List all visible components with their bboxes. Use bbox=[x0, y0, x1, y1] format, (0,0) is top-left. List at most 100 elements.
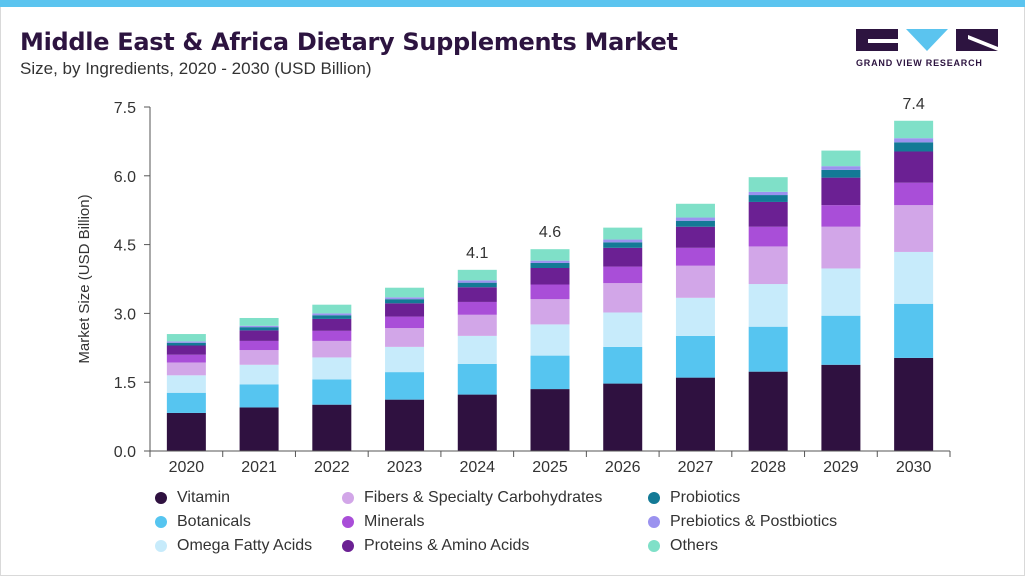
bar-segment-probiotics-2020 bbox=[166, 342, 206, 346]
bar-segment-proteins-amino-acids-2026 bbox=[603, 247, 643, 267]
legend-item-proteins-amino-acids: Proteins & Amino Acids bbox=[342, 537, 529, 555]
legend-item-botanicals: Botanicals bbox=[155, 513, 251, 531]
accent-bar bbox=[0, 0, 1025, 7]
chart-title: Middle East & Africa Dietary Supplements… bbox=[20, 28, 678, 56]
bar-segment-omega-fatty-acids-2021 bbox=[239, 364, 279, 385]
legend-label: Minerals bbox=[364, 513, 425, 530]
bar-segment-fibers-specialty-carbohydrates-2029 bbox=[821, 226, 861, 269]
bar-segment-vitamin-2028 bbox=[748, 371, 788, 451]
bar-segment-omega-fatty-acids-2026 bbox=[603, 312, 643, 347]
bar-segment-vitamin-2025 bbox=[530, 389, 570, 451]
bar-segment-others-2027 bbox=[675, 203, 715, 218]
bar-segment-fibers-specialty-carbohydrates-2028 bbox=[748, 246, 788, 285]
bar-segment-others-2024 bbox=[457, 269, 497, 281]
legend-swatch bbox=[155, 492, 167, 504]
brand-name: GRAND VIEW RESEARCH bbox=[856, 58, 983, 68]
bar-segment-minerals-2021 bbox=[239, 340, 279, 351]
bar-segment-proteins-amino-acids-2025 bbox=[530, 267, 570, 285]
bar-segment-others-2022 bbox=[312, 304, 352, 314]
bar-segment-probiotics-2027 bbox=[675, 220, 715, 227]
bar-segment-omega-fatty-acids-2030 bbox=[894, 251, 934, 304]
chart-subtitle: Size, by Ingredients, 2020 - 2030 (USD B… bbox=[20, 59, 372, 78]
bar-segment-prebiotics-postbiotics-2023 bbox=[385, 297, 425, 300]
bar-segment-prebiotics-postbiotics-2025 bbox=[530, 260, 570, 263]
bar-segment-others-2028 bbox=[748, 177, 788, 192]
bar-segment-botanicals-2023 bbox=[385, 372, 425, 400]
bar-segment-fibers-specialty-carbohydrates-2022 bbox=[312, 340, 352, 358]
legend-item-fibers-specialty-carbohydrates: Fibers & Specialty Carbohydrates bbox=[342, 489, 602, 507]
legend-label: Botanicals bbox=[177, 513, 251, 530]
bar-segment-prebiotics-postbiotics-2027 bbox=[675, 217, 715, 221]
bar-segment-others-2030 bbox=[894, 120, 934, 139]
bar-segment-minerals-2020 bbox=[166, 354, 206, 363]
bar-segment-minerals-2026 bbox=[603, 266, 643, 284]
legend-item-prebiotics-postbiotics: Prebiotics & Postbiotics bbox=[648, 513, 837, 531]
y-axis-title: Market Size (USD Billion) bbox=[76, 194, 93, 363]
y-tick-label: 3.0 bbox=[114, 306, 136, 323]
bar-segment-proteins-amino-acids-2021 bbox=[239, 330, 279, 341]
bar-segment-botanicals-2026 bbox=[603, 346, 643, 384]
bar-segment-botanicals-2025 bbox=[530, 355, 570, 390]
bar-segment-vitamin-2024 bbox=[457, 394, 497, 451]
bar-segment-prebiotics-postbiotics-2028 bbox=[748, 191, 788, 196]
bar-segment-fibers-specialty-carbohydrates-2030 bbox=[894, 205, 934, 252]
bar-segment-proteins-amino-acids-2022 bbox=[312, 318, 352, 331]
bar-segment-probiotics-2028 bbox=[748, 195, 788, 202]
bar-segment-probiotics-2023 bbox=[385, 299, 425, 304]
bar-segment-botanicals-2027 bbox=[675, 335, 715, 378]
bar-segment-probiotics-2025 bbox=[530, 262, 570, 268]
legend-label: Proteins & Amino Acids bbox=[364, 537, 530, 554]
bar-total-label: 4.6 bbox=[539, 224, 561, 241]
x-tick-label: 2024 bbox=[459, 459, 495, 476]
bar-segment-proteins-amino-acids-2028 bbox=[748, 201, 788, 227]
bar-segment-omega-fatty-acids-2023 bbox=[385, 346, 425, 373]
bar-segment-proteins-amino-acids-2030 bbox=[894, 151, 934, 183]
bar-segment-botanicals-2028 bbox=[748, 326, 788, 372]
bar-segment-proteins-amino-acids-2027 bbox=[675, 226, 715, 248]
bar-segment-minerals-2029 bbox=[821, 205, 861, 227]
bar-segment-vitamin-2020 bbox=[166, 412, 206, 451]
legend-item-probiotics: Probiotics bbox=[648, 489, 740, 507]
bar-segment-omega-fatty-acids-2027 bbox=[675, 297, 715, 336]
x-tick-label: 2030 bbox=[896, 459, 932, 476]
bar-segment-others-2025 bbox=[530, 249, 570, 261]
bar-segment-minerals-2024 bbox=[457, 301, 497, 315]
bar-segment-fibers-specialty-carbohydrates-2027 bbox=[675, 265, 715, 298]
bar-segment-botanicals-2021 bbox=[239, 384, 279, 408]
bar-segment-others-2029 bbox=[821, 150, 861, 167]
bar-segment-omega-fatty-acids-2025 bbox=[530, 324, 570, 356]
bar-segment-minerals-2025 bbox=[530, 284, 570, 300]
bar-segment-prebiotics-postbiotics-2021 bbox=[239, 325, 279, 328]
x-tick-label: 2025 bbox=[532, 459, 568, 476]
bar-segment-proteins-amino-acids-2023 bbox=[385, 303, 425, 317]
bar-segment-fibers-specialty-carbohydrates-2026 bbox=[603, 283, 643, 313]
bar-segment-prebiotics-postbiotics-2022 bbox=[312, 313, 352, 316]
bar-total-labels: 4.1 4.6 7.4 bbox=[466, 96, 925, 262]
legend-label: Prebiotics & Postbiotics bbox=[670, 513, 838, 530]
legend-label: Probiotics bbox=[670, 489, 741, 506]
legend-swatch bbox=[155, 540, 167, 552]
bar-segment-proteins-amino-acids-2020 bbox=[166, 345, 206, 355]
bar-segment-prebiotics-postbiotics-2026 bbox=[603, 239, 643, 243]
bar-segment-omega-fatty-acids-2029 bbox=[821, 268, 861, 316]
grand-view-research-logo bbox=[856, 29, 998, 51]
legend-swatch bbox=[342, 540, 354, 552]
x-tick-label: 2022 bbox=[314, 459, 350, 476]
y-tick-label: 1.5 bbox=[114, 375, 136, 392]
bar-segment-prebiotics-postbiotics-2020 bbox=[166, 341, 206, 343]
x-tick-label: 2028 bbox=[750, 459, 786, 476]
bar-segment-minerals-2028 bbox=[748, 226, 788, 247]
bar-segment-botanicals-2024 bbox=[457, 363, 497, 395]
bar-segment-probiotics-2024 bbox=[457, 282, 497, 288]
bar-segment-omega-fatty-acids-2020 bbox=[166, 375, 206, 393]
bar-segment-fibers-specialty-carbohydrates-2024 bbox=[457, 314, 497, 336]
x-tick-label: 2023 bbox=[387, 459, 423, 476]
bar-segment-omega-fatty-acids-2022 bbox=[312, 357, 352, 380]
legend-swatch bbox=[342, 516, 354, 528]
bar-segment-minerals-2030 bbox=[894, 182, 934, 206]
bar-segment-others-2026 bbox=[603, 227, 643, 240]
bar-segment-vitamin-2026 bbox=[603, 383, 643, 451]
y-tick-label: 6.0 bbox=[114, 169, 136, 186]
bar-segment-minerals-2027 bbox=[675, 247, 715, 266]
